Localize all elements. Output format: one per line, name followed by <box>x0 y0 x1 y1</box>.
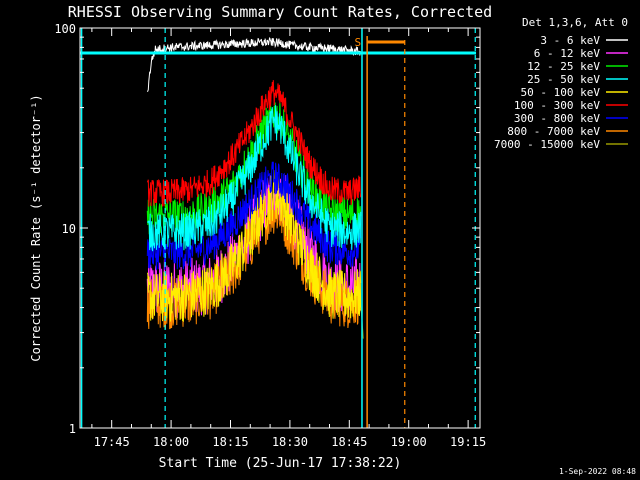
series-line-100-300-kev <box>146 80 362 207</box>
x-tick-label: 18:45 <box>331 435 367 449</box>
x-tick-label: 18:15 <box>212 435 248 449</box>
legend-label: 25 - 50 keV <box>527 73 600 86</box>
x-tick-label: 19:00 <box>391 435 427 449</box>
x-tick-label: 18:00 <box>153 435 189 449</box>
legend-title: Det 1,3,6, Att 0 <box>522 16 628 29</box>
legend-label: 7000 - 15000 keV <box>494 138 600 151</box>
y-tick-label: 10 <box>62 222 76 236</box>
x-tick-label: 19:15 <box>450 435 486 449</box>
series-line-25-50-kev <box>146 105 362 252</box>
x-tick-label: 18:30 <box>272 435 308 449</box>
s-marker-label: S <box>354 36 361 49</box>
x-axis-label: Start Time (25-Jun-17 17:38:22) <box>159 456 402 471</box>
y-tick-label: 1 <box>69 422 76 436</box>
y-axis-label: Corrected Count Rate (s⁻¹ detector⁻¹) <box>29 94 43 361</box>
chart-title: RHESSI Observing Summary Count Rates, Co… <box>68 3 492 21</box>
series-line-3-6-kev <box>146 37 362 93</box>
legend-label: 12 - 25 keV <box>527 60 600 73</box>
x-tick-label: 17:45 <box>94 435 130 449</box>
legend-label: 3 - 6 keV <box>540 34 600 47</box>
legend-label: 6 - 12 keV <box>534 47 601 60</box>
y-axis: 1 10 100 <box>54 22 480 436</box>
legend-label: 100 - 300 keV <box>514 99 600 112</box>
legend-label: 300 - 800 keV <box>514 112 600 125</box>
series-line-12-25-kev <box>146 99 362 236</box>
footer-date: 1-Sep-2022 08:48 <box>559 467 636 476</box>
legend-label: 800 - 7000 keV <box>507 125 600 138</box>
y-tick-label: 100 <box>54 22 76 36</box>
legend-label: 50 - 100 keV <box>521 86 601 99</box>
series-line-50-100-kev <box>146 169 362 322</box>
x-axis: 17:45 18:00 18:15 18:30 18:45 19:00 19:15 <box>91 28 486 449</box>
series-line-300-800-kev <box>146 161 362 271</box>
